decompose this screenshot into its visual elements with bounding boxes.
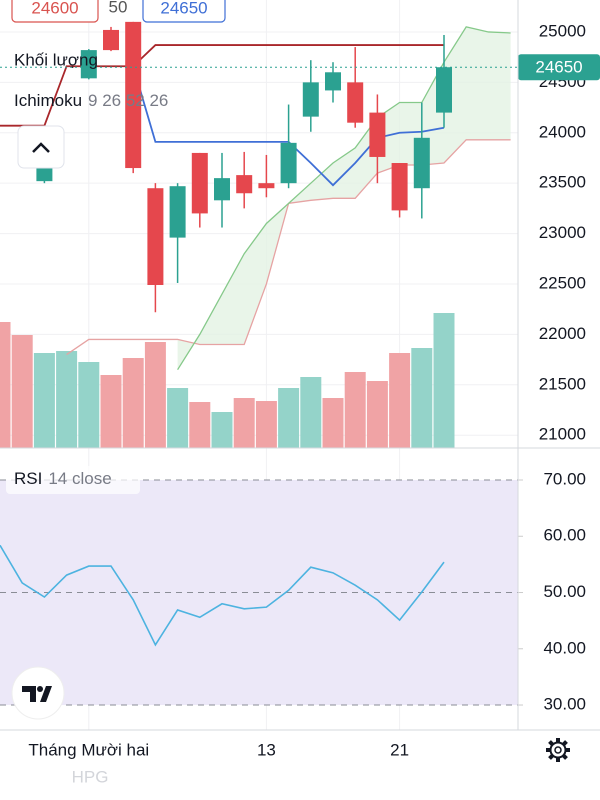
candle-body [103,29,119,51]
volume-bar [344,372,366,448]
candle-body [258,183,275,189]
candle-body [280,142,297,184]
base-line [0,44,444,127]
gear-tooth [556,738,560,744]
rsi-tick-label: 40.00 [543,638,586,657]
tv-logo [11,666,65,720]
candle-body [436,67,452,113]
x-tick-label: 21 [390,740,409,759]
rsi-line [0,544,445,647]
spread: 50 [109,0,128,16]
volume-bar [233,398,255,448]
candle-body [214,178,230,201]
collapse-button[interactable] [17,125,65,169]
x-tick-label: 13 [257,740,276,759]
last-price-label: 24650 [535,58,582,77]
bid-box [11,0,99,23]
volume-bar [366,381,388,448]
volume-bar [100,375,122,448]
volume-bar [211,412,233,448]
volume-bar [300,377,322,448]
candle-body [347,82,364,123]
candle-body [391,163,408,211]
volume-bar [167,388,189,448]
volume-bar [255,401,277,448]
candle-body [369,112,386,157]
candle-body [413,137,430,189]
volume-bar [411,348,433,448]
rsi-tick-label: 70.00 [543,469,586,488]
volume-bar [11,335,33,448]
rsi-tick-label: 60.00 [543,526,586,545]
y-tick-label: 24000 [539,122,586,141]
rsi-tick-label: 50.00 [543,582,586,601]
gear-hole [554,746,562,754]
volume-bar [189,402,211,448]
candle-body [80,50,97,79]
rsi-params: 14 close [48,469,111,488]
last-price-box [518,54,600,81]
ichimoku-legend: Ichimoku 9 26 52 26 [14,91,168,110]
rsi-legend: RSI 14 close [14,469,112,488]
ichimoku-params: 9 26 52 26 [88,91,168,110]
y-tick-label: 23500 [539,173,586,192]
volume-bar [278,388,300,448]
caret-icon [32,142,50,153]
y-tick-label: 25000 [539,21,586,40]
candle-body [236,175,253,194]
tv-logo-mark [22,686,52,702]
volume-bar [0,322,11,448]
candle-body [125,21,142,169]
ask-price: 24650 [160,0,207,17]
tv-logo-dot [37,686,43,692]
candle-body [191,152,208,214]
symbol: HPG [72,767,109,786]
volume-bar [144,342,166,448]
y-tick-label: 23000 [539,223,586,242]
volume-bar [78,362,100,448]
gear-tooth [556,756,560,762]
span-a [177,26,511,371]
settings-button[interactable] [546,738,570,762]
ask-box [142,0,226,23]
ichimoku-name: Ichimoku [14,91,82,110]
volume-bar [322,398,344,448]
volume-bar [33,353,55,448]
bid-price: 24600 [31,0,78,17]
candle-body [169,186,186,238]
volume-legend: Khối lượng [14,50,98,69]
rsi-legend-bg [6,466,140,494]
x-tick-label: Tháng Mười hai [28,740,149,759]
y-tick-label: 21500 [539,374,586,393]
candle-body [147,188,164,285]
volume-bar [389,353,411,448]
volume-bar [122,358,144,448]
y-tick-label: 22000 [539,324,586,343]
y-tick-label: 22500 [539,273,586,292]
rsi-name: RSI [14,469,42,488]
candle-body [325,72,341,91]
volume-bar [56,351,78,448]
rsi-tick-label: 30.00 [543,695,586,714]
candle-body [302,82,319,117]
y-tick-label: 21000 [539,425,586,444]
volume-bar [433,313,455,448]
